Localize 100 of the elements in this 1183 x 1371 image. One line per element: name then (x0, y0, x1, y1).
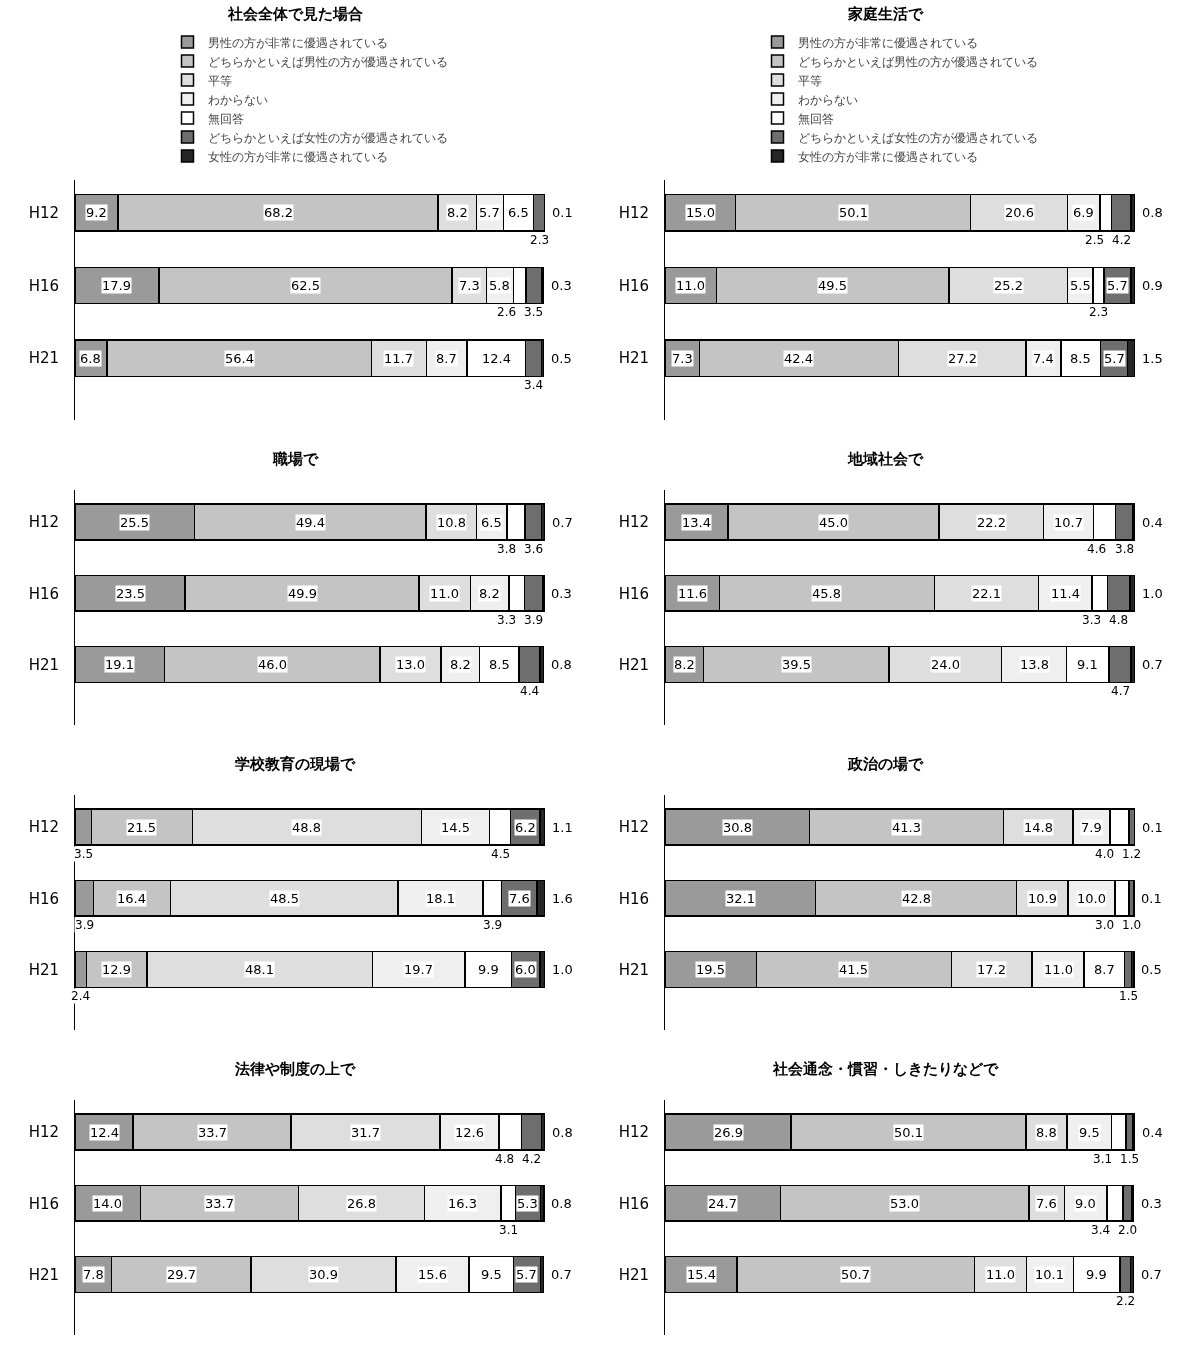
data-label: 0.8 (551, 1196, 572, 1211)
data-label: 8.7 (1094, 962, 1115, 977)
data-label: 3.8 (497, 542, 517, 556)
data-label: 33.7 (198, 1125, 227, 1140)
data-label: 11.0 (430, 586, 459, 601)
legend-label: 男性の方が非常に優遇されている (797, 35, 978, 50)
data-label: 46.0 (258, 657, 287, 672)
data-label: 8.7 (436, 351, 457, 366)
data-label: 19.1 (105, 657, 134, 672)
data-label: 15.6 (418, 1267, 447, 1282)
legend-label: どちらかといえば女性の方が優遇されている (207, 130, 448, 145)
data-label: 7.6 (1036, 1196, 1057, 1211)
data-label: 7.3 (459, 278, 480, 293)
data-label: 14.0 (93, 1196, 122, 1211)
data-label: 16.3 (448, 1196, 477, 1211)
y-tick-label: H16 (618, 1194, 649, 1213)
data-label: 4.7 (1111, 684, 1131, 698)
data-label: 11.6 (678, 586, 707, 601)
data-label: 0.8 (552, 1125, 573, 1140)
data-label: 8.8 (1036, 1125, 1057, 1140)
y-tick-label: H21 (28, 960, 59, 979)
data-label: 7.8 (83, 1267, 104, 1282)
chart-title: 家庭生活で (846, 4, 924, 23)
data-label: 10.8 (437, 515, 466, 530)
data-label: 7.9 (1081, 820, 1102, 835)
y-tick-label: H21 (618, 349, 649, 368)
data-label: 6.5 (508, 205, 529, 220)
data-label: 23.5 (116, 586, 145, 601)
data-label: 11.7 (384, 351, 413, 366)
data-label: 0.5 (551, 351, 572, 366)
data-label: 6.8 (80, 351, 101, 366)
data-label: 1.1 (552, 820, 573, 835)
data-label: 0.1 (552, 205, 573, 220)
y-tick-label: H12 (618, 818, 649, 837)
data-label: 9.1 (1077, 657, 1098, 672)
data-label: 10.9 (1028, 891, 1057, 906)
y-tick-label: H21 (618, 655, 649, 674)
data-label: 1.5 (1142, 351, 1163, 366)
data-label: 1.0 (552, 962, 573, 977)
y-tick-label: H12 (28, 818, 59, 837)
data-label: 3.9 (524, 613, 544, 627)
data-label: 3.3 (1082, 613, 1102, 627)
data-label: 4.2 (1112, 233, 1132, 247)
data-label: 9.2 (86, 205, 107, 220)
data-label: 0.3 (551, 278, 572, 293)
y-tick-label: H16 (28, 276, 59, 295)
legend-label: 平等 (797, 73, 822, 88)
data-label: 50.1 (894, 1125, 923, 1140)
data-label: 2.3 (530, 233, 550, 247)
data-label: 5.5 (1070, 278, 1091, 293)
data-label: 6.5 (481, 515, 502, 530)
data-label: 0.8 (1142, 205, 1163, 220)
data-label: 8.5 (1070, 351, 1091, 366)
data-label: 8.2 (479, 586, 500, 601)
data-label: 26.8 (347, 1196, 376, 1211)
data-label: 13.4 (682, 515, 711, 530)
data-label: 26.9 (714, 1125, 743, 1140)
legend-label: 平等 (207, 73, 232, 88)
data-label: 3.9 (483, 918, 503, 932)
data-label: 14.8 (1024, 820, 1053, 835)
data-label: 4.8 (1109, 613, 1129, 627)
data-label: 0.3 (1141, 1196, 1162, 1211)
data-label: 3.3 (497, 613, 517, 627)
data-label: 25.2 (994, 278, 1023, 293)
y-tick-label: H16 (618, 584, 649, 603)
data-label: 33.7 (205, 1196, 234, 1211)
chart-title: 社会全体で見た場合 (226, 4, 363, 23)
data-label: 4.2 (522, 1152, 542, 1166)
legend-label: わからない (207, 92, 268, 107)
data-label: 1.0 (1122, 918, 1142, 932)
data-label: 68.2 (264, 205, 293, 220)
data-label: 24.0 (931, 657, 960, 672)
data-label: 6.2 (515, 820, 536, 835)
data-label: 11.0 (986, 1267, 1015, 1282)
data-label: 15.4 (687, 1267, 716, 1282)
data-label: 48.8 (292, 820, 321, 835)
data-label: 49.4 (296, 515, 325, 530)
data-label: 5.8 (489, 278, 510, 293)
data-label: 50.7 (841, 1267, 870, 1282)
data-label: 16.4 (117, 891, 146, 906)
data-label: 25.5 (120, 515, 149, 530)
data-label: 10.1 (1035, 1267, 1064, 1282)
data-label: 1.5 (1120, 1152, 1140, 1166)
data-label: 1.6 (552, 891, 573, 906)
data-label: 5.3 (517, 1196, 538, 1211)
y-tick-label: H16 (28, 1194, 59, 1213)
data-label: 0.1 (1142, 820, 1163, 835)
data-label: 48.5 (270, 891, 299, 906)
data-label: 18.1 (426, 891, 455, 906)
data-label: 3.1 (1093, 1152, 1113, 1166)
data-label: 6.9 (1073, 205, 1094, 220)
y-tick-label: H21 (28, 349, 59, 368)
data-label: 15.0 (686, 205, 715, 220)
legend-label: 無回答 (207, 111, 244, 126)
data-label: 39.5 (782, 657, 811, 672)
data-label: 42.8 (902, 891, 931, 906)
data-label: 13.0 (396, 657, 425, 672)
data-label: 9.9 (478, 962, 499, 977)
data-label: 0.7 (1142, 657, 1163, 672)
data-label: 14.5 (441, 820, 470, 835)
